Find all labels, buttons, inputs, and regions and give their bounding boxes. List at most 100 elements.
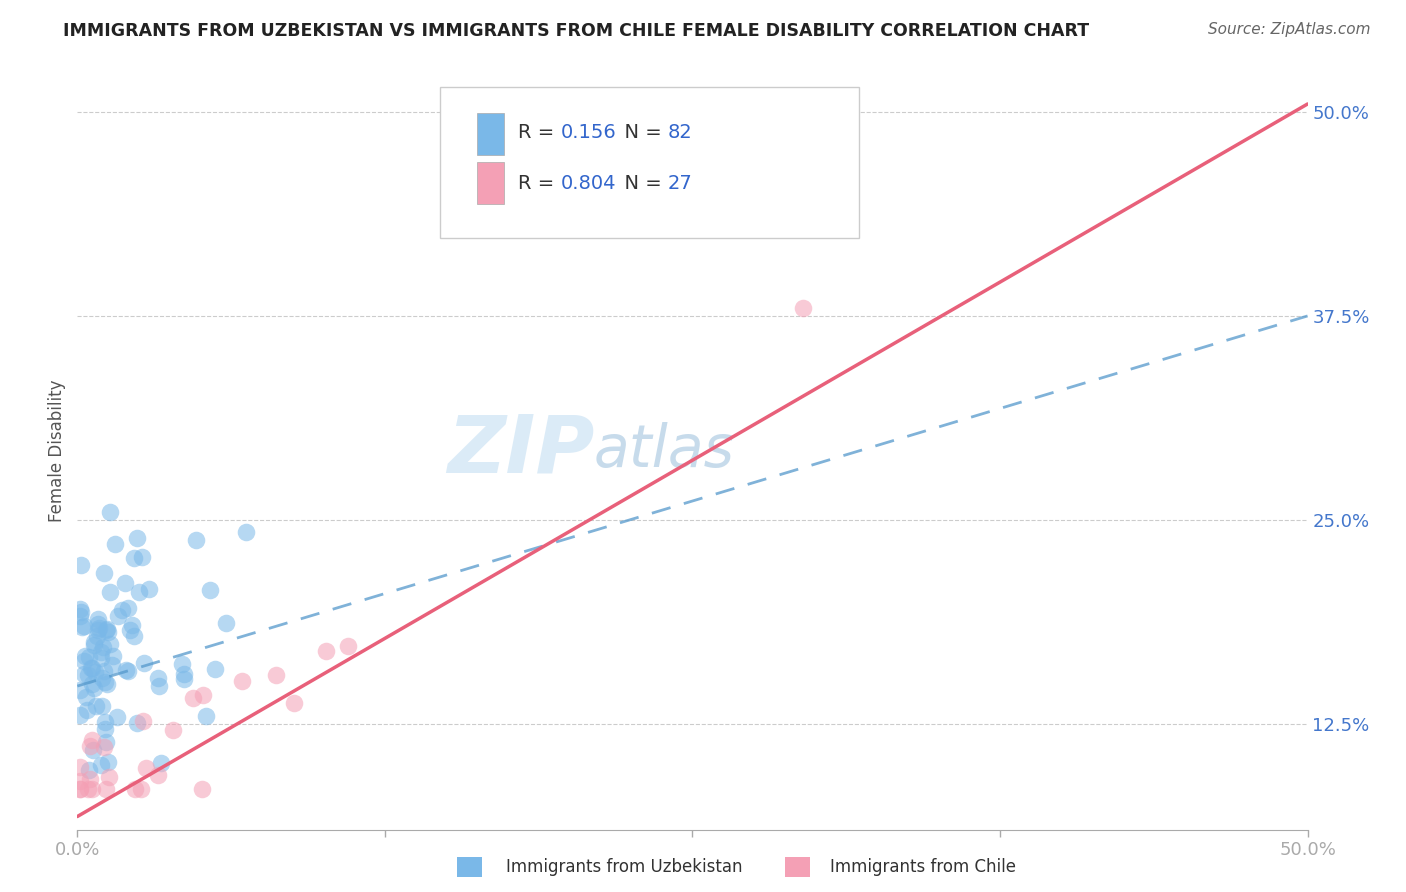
Point	[97, 756, 120, 770]
Point	[191, 781, 214, 796]
Point	[83, 638, 105, 652]
Point	[792, 301, 814, 315]
Text: 82: 82	[668, 122, 693, 142]
Point	[83, 681, 105, 695]
Point	[122, 629, 145, 643]
Point	[79, 739, 101, 754]
Point	[93, 740, 115, 755]
Text: ZIP: ZIP	[447, 411, 595, 490]
Text: R =: R =	[517, 122, 560, 142]
Point	[121, 618, 143, 632]
Point	[107, 609, 129, 624]
Point	[84, 698, 107, 713]
Text: 0.156: 0.156	[561, 122, 617, 142]
Text: 0.804: 0.804	[561, 174, 616, 193]
Point	[283, 697, 305, 711]
Point	[98, 505, 121, 519]
Point	[77, 649, 100, 664]
Text: N =: N =	[613, 174, 668, 193]
Point	[87, 621, 110, 635]
Point	[83, 665, 105, 680]
Point	[127, 716, 149, 731]
Text: Immigrants from Uzbekistan: Immigrants from Uzbekistan	[506, 858, 742, 876]
Point	[86, 617, 108, 632]
Point	[149, 756, 172, 770]
Point	[194, 708, 217, 723]
Point	[69, 602, 91, 616]
Text: N =: N =	[613, 122, 668, 142]
Point	[94, 735, 117, 749]
Point	[172, 657, 194, 671]
Point	[146, 671, 169, 685]
Point	[77, 781, 100, 796]
Point	[87, 612, 110, 626]
Point	[94, 781, 117, 796]
Point	[73, 667, 96, 681]
Point	[128, 585, 150, 599]
Point	[93, 664, 115, 678]
Point	[69, 781, 91, 796]
Point	[80, 781, 103, 796]
Point	[173, 672, 195, 686]
Point	[70, 558, 93, 572]
Point	[127, 531, 149, 545]
Point	[204, 662, 226, 676]
Point	[70, 620, 93, 634]
Point	[135, 761, 157, 775]
Point	[117, 664, 139, 678]
Point	[148, 679, 170, 693]
Point	[69, 609, 91, 624]
Point	[80, 660, 103, 674]
Point	[80, 677, 103, 691]
Point	[93, 566, 115, 580]
Point	[82, 743, 104, 757]
Point	[96, 622, 118, 636]
FancyBboxPatch shape	[477, 162, 505, 204]
Point	[115, 663, 138, 677]
Text: R =: R =	[517, 174, 560, 193]
Point	[117, 600, 139, 615]
Point	[111, 603, 134, 617]
Point	[183, 690, 205, 705]
Text: Source: ZipAtlas.com: Source: ZipAtlas.com	[1208, 22, 1371, 37]
Point	[124, 781, 146, 796]
Point	[90, 645, 112, 659]
Point	[69, 781, 91, 796]
Text: Immigrants from Chile: Immigrants from Chile	[830, 858, 1015, 876]
Point	[122, 550, 145, 565]
Point	[96, 677, 118, 691]
Point	[94, 715, 117, 730]
Point	[87, 623, 110, 637]
Point	[315, 644, 337, 658]
Point	[91, 640, 114, 654]
Point	[73, 654, 96, 668]
Point	[94, 675, 117, 690]
Point	[69, 773, 91, 788]
Point	[231, 674, 253, 689]
Point	[90, 671, 112, 685]
Point	[146, 768, 169, 782]
Point	[184, 533, 207, 547]
Point	[134, 656, 156, 670]
Point	[105, 710, 128, 724]
Point	[132, 714, 155, 728]
Point	[114, 576, 136, 591]
Point	[79, 772, 101, 786]
Point	[198, 582, 221, 597]
Point	[72, 619, 94, 633]
Point	[101, 648, 124, 663]
Point	[98, 637, 121, 651]
Point	[69, 605, 91, 619]
Point	[91, 698, 114, 713]
Y-axis label: Female Disability: Female Disability	[48, 379, 66, 522]
Point	[104, 537, 127, 551]
Point	[215, 616, 238, 631]
Point	[131, 550, 153, 565]
Point	[75, 690, 97, 704]
Point	[82, 733, 104, 747]
Point	[100, 657, 122, 672]
Point	[69, 759, 91, 773]
Point	[93, 723, 115, 737]
Point	[129, 781, 152, 796]
Point	[98, 585, 121, 599]
